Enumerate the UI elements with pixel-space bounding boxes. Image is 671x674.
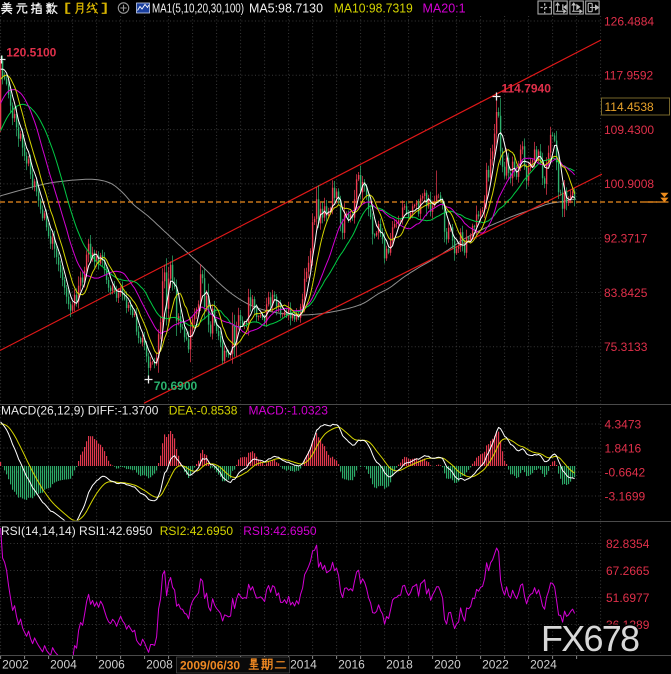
svg-text:MA10:98.7319: MA10:98.7319 (334, 2, 413, 16)
svg-text:-0.6642: -0.6642 (605, 465, 646, 479)
svg-text:83.8425: 83.8425 (604, 286, 648, 300)
svg-text:117.9592: 117.9592 (604, 69, 653, 83)
svg-text:DEA:-0.8538: DEA:-0.8538 (169, 404, 238, 418)
svg-text:MA20:1: MA20:1 (423, 2, 466, 16)
svg-text:MA1(5,10,20,30,100): MA1(5,10,20,30,100) (152, 2, 244, 16)
svg-text:FX678: FX678 (541, 618, 640, 659)
svg-text:2004: 2004 (50, 658, 77, 672)
svg-text:67.2665: 67.2665 (606, 564, 650, 578)
svg-text:MACD:-1.0323: MACD:-1.0323 (249, 404, 329, 418)
svg-text:MA5:98.7130: MA5:98.7130 (249, 2, 323, 16)
svg-text:2014: 2014 (290, 658, 317, 672)
svg-text:RSI2:42.6950: RSI2:42.6950 (160, 524, 234, 538)
svg-text:109.4300: 109.4300 (604, 123, 654, 137)
svg-text:1.8416: 1.8416 (605, 441, 642, 455)
svg-text:120.5100: 120.5100 (6, 46, 56, 60)
svg-text:114.7940: 114.7940 (502, 82, 552, 96)
svg-text:70.6900: 70.6900 (154, 379, 198, 393)
svg-text:RSI3:42.6950: RSI3:42.6950 (243, 524, 317, 538)
svg-text:2006: 2006 (98, 658, 125, 672)
svg-text:2020: 2020 (434, 658, 461, 672)
svg-text:2009/06/30: 2009/06/30 (180, 659, 240, 673)
svg-text:2002: 2002 (2, 658, 29, 672)
svg-text:4.3473: 4.3473 (605, 417, 642, 431)
svg-text:2024: 2024 (530, 658, 557, 672)
svg-text:75.3133: 75.3133 (604, 340, 648, 354)
svg-text:114.4538: 114.4538 (605, 100, 654, 114)
svg-text:-3.1699: -3.1699 (605, 489, 646, 503)
svg-text:82.8354: 82.8354 (606, 537, 650, 551)
svg-text:MACD(26,12,9) DIFF:-1.3700: MACD(26,12,9) DIFF:-1.3700 (1, 404, 159, 418)
svg-text:2008: 2008 (146, 658, 173, 672)
svg-text:92.3717: 92.3717 (604, 232, 648, 246)
svg-text:RSI(14,14,14) RSI1:42.6950: RSI(14,14,14) RSI1:42.6950 (1, 524, 153, 538)
svg-text:36.1289: 36.1289 (606, 618, 650, 632)
svg-text:51.6977: 51.6977 (606, 591, 650, 605)
svg-text:2022: 2022 (482, 658, 509, 672)
svg-text:2018: 2018 (386, 658, 413, 672)
svg-text:100.9008: 100.9008 (604, 177, 654, 191)
svg-text:126.4884: 126.4884 (604, 14, 654, 28)
svg-text:2016: 2016 (338, 658, 365, 672)
